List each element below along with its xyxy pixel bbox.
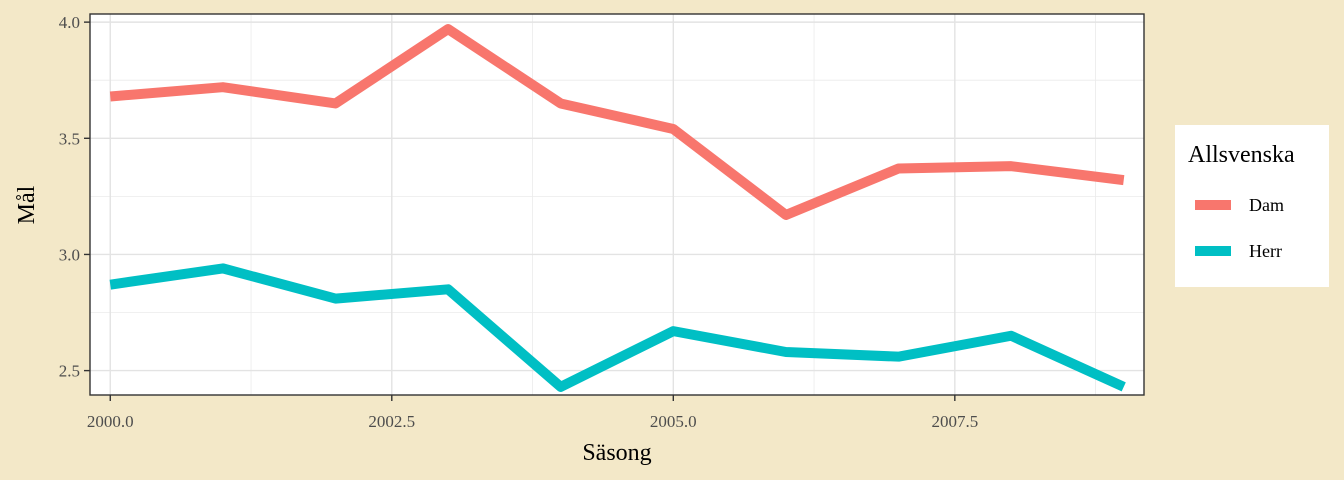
legend-label: Dam — [1249, 195, 1284, 215]
legend-item-herr: Herr — [1195, 241, 1282, 261]
legend: Allsvenska Dam Herr — [1175, 125, 1329, 287]
x-axis: 2000.0 2002.5 2005.0 2007.5 — [87, 395, 978, 431]
y-tick-label: 2.5 — [59, 362, 80, 381]
y-axis-title: Mål — [14, 185, 40, 224]
x-tick-label: 2007.5 — [931, 412, 978, 431]
series-line-dam — [109, 24, 1125, 220]
legend-label: Herr — [1249, 241, 1282, 261]
y-tick-label: 4.0 — [59, 13, 80, 32]
y-axis: 2.5 3.0 3.5 4.0 — [59, 13, 90, 381]
y-tick-label: 3.0 — [59, 245, 80, 264]
series-lines — [109, 24, 1126, 392]
x-axis-title: Säsong — [582, 440, 651, 466]
x-tick-label: 2000.0 — [87, 412, 134, 431]
x-tick-label: 2005.0 — [650, 412, 697, 431]
plot-border — [89, 13, 1145, 396]
series-line-herr — [109, 263, 1126, 392]
legend-item-dam: Dam — [1195, 195, 1284, 215]
legend-title: Allsvenska — [1188, 142, 1295, 168]
y-tick-label: 3.5 — [59, 129, 80, 148]
plot-panel — [90, 14, 1144, 395]
x-tick-label: 2002.5 — [368, 412, 415, 431]
